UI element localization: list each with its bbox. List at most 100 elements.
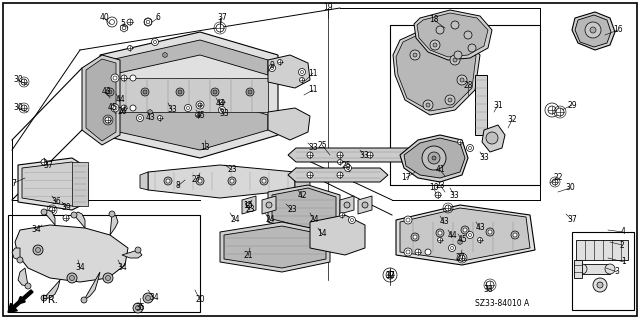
Circle shape — [307, 172, 313, 178]
Circle shape — [266, 202, 272, 208]
Circle shape — [486, 281, 494, 289]
Circle shape — [445, 205, 451, 211]
Circle shape — [146, 20, 150, 24]
Polygon shape — [22, 162, 84, 206]
Text: 26: 26 — [117, 108, 127, 116]
Circle shape — [351, 219, 353, 221]
Text: 33: 33 — [359, 152, 369, 160]
Circle shape — [433, 43, 437, 47]
Text: 43: 43 — [101, 87, 111, 97]
Polygon shape — [358, 196, 372, 214]
Text: 33: 33 — [449, 190, 459, 199]
Polygon shape — [482, 125, 505, 152]
Circle shape — [113, 106, 117, 110]
Polygon shape — [400, 135, 468, 182]
Polygon shape — [110, 78, 268, 112]
Circle shape — [109, 19, 115, 25]
Circle shape — [468, 44, 476, 52]
Text: 43: 43 — [439, 218, 449, 226]
Circle shape — [106, 88, 114, 96]
Circle shape — [213, 90, 217, 94]
Circle shape — [552, 179, 558, 185]
Text: 19: 19 — [323, 4, 333, 12]
Text: 11: 11 — [308, 69, 317, 78]
Polygon shape — [396, 205, 535, 265]
Text: 27: 27 — [191, 175, 201, 184]
Polygon shape — [44, 210, 55, 225]
Circle shape — [196, 177, 204, 185]
Polygon shape — [148, 165, 295, 198]
Text: 34: 34 — [149, 293, 159, 302]
Text: 34: 34 — [117, 263, 127, 272]
Polygon shape — [268, 108, 310, 140]
Circle shape — [461, 226, 469, 234]
Text: 4: 4 — [621, 227, 625, 236]
Bar — [582, 264, 610, 274]
Text: 1: 1 — [621, 257, 627, 266]
Circle shape — [121, 75, 127, 81]
Text: 37: 37 — [385, 271, 395, 280]
Text: 34: 34 — [31, 226, 41, 234]
Polygon shape — [417, 13, 488, 57]
Circle shape — [590, 27, 596, 33]
Circle shape — [451, 21, 459, 29]
Circle shape — [386, 271, 394, 279]
Text: 9: 9 — [269, 61, 275, 70]
Circle shape — [154, 41, 157, 43]
Circle shape — [63, 215, 69, 221]
Text: 31: 31 — [493, 100, 503, 109]
Circle shape — [467, 232, 474, 239]
Polygon shape — [145, 18, 152, 26]
Circle shape — [41, 295, 47, 301]
Circle shape — [71, 212, 77, 218]
Circle shape — [458, 139, 463, 145]
Polygon shape — [120, 24, 127, 32]
Circle shape — [21, 79, 27, 85]
Circle shape — [81, 297, 87, 303]
Circle shape — [436, 26, 444, 34]
Circle shape — [457, 75, 467, 85]
Circle shape — [198, 103, 202, 107]
Circle shape — [436, 229, 444, 237]
Text: 45: 45 — [195, 112, 205, 121]
Circle shape — [404, 248, 412, 256]
Text: 30: 30 — [565, 183, 575, 192]
Polygon shape — [163, 53, 167, 57]
Text: 10: 10 — [429, 183, 439, 192]
Circle shape — [220, 100, 225, 105]
Polygon shape — [575, 15, 611, 47]
Circle shape — [448, 98, 452, 102]
Text: 41: 41 — [435, 166, 445, 174]
Text: 44: 44 — [447, 232, 457, 241]
Text: 37: 37 — [43, 160, 53, 169]
Polygon shape — [100, 32, 278, 158]
Circle shape — [438, 238, 442, 242]
Circle shape — [111, 74, 119, 82]
Circle shape — [415, 249, 421, 255]
Circle shape — [278, 60, 282, 64]
Circle shape — [152, 39, 159, 46]
Circle shape — [577, 264, 587, 274]
Circle shape — [423, 100, 433, 110]
Circle shape — [300, 78, 305, 83]
Polygon shape — [110, 214, 118, 235]
Circle shape — [432, 156, 436, 160]
Text: 17: 17 — [401, 174, 411, 182]
Circle shape — [178, 90, 182, 94]
Circle shape — [103, 273, 113, 283]
Text: 36: 36 — [51, 197, 61, 206]
Text: 18: 18 — [429, 16, 439, 25]
Circle shape — [585, 22, 601, 38]
Bar — [572, 232, 634, 310]
Polygon shape — [268, 185, 340, 232]
Bar — [72, 162, 88, 206]
Text: 24: 24 — [265, 216, 275, 225]
Circle shape — [269, 64, 275, 71]
Polygon shape — [12, 248, 20, 260]
Text: 29: 29 — [567, 100, 577, 109]
Circle shape — [430, 40, 440, 50]
Circle shape — [453, 58, 457, 62]
Circle shape — [17, 257, 23, 263]
Text: 25: 25 — [317, 140, 327, 150]
Polygon shape — [288, 168, 388, 182]
